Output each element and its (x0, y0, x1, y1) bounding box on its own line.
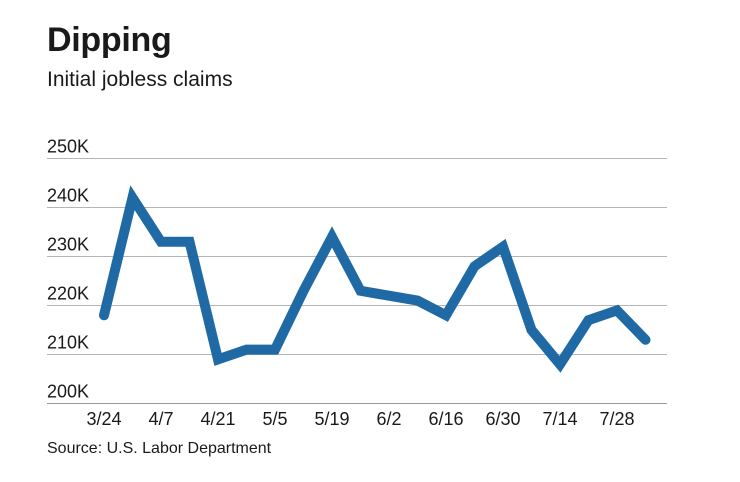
data-point (530, 329, 533, 331)
data-point (188, 240, 191, 243)
data-point (245, 348, 248, 351)
y-tick-label: 210K (47, 333, 89, 353)
data-point (559, 363, 561, 366)
x-tick-label: 4/7 (148, 409, 173, 429)
data-point (473, 265, 476, 268)
x-tick-label: 7/14 (542, 409, 577, 429)
x-tick-label: 6/30 (485, 409, 520, 429)
data-point (502, 245, 504, 248)
x-tick-label: 4/21 (200, 409, 235, 429)
x-tick-label: 5/19 (314, 409, 349, 429)
x-tick-label: 6/2 (376, 409, 401, 429)
data-point (103, 314, 105, 317)
y-tick-label: 250K (47, 137, 89, 157)
data-point (131, 196, 134, 199)
x-axis-ticks: 3/24 4/7 4/21 5/5 5/19 6/2 6/16 6/30 7/14 7/28 (86, 409, 634, 429)
y-tick-label: 220K (47, 284, 89, 304)
data-point (587, 319, 590, 322)
x-tick-label: 3/24 (86, 409, 121, 429)
y-tick-label: 240K (47, 186, 89, 206)
y-tick-label: 230K (47, 235, 89, 255)
series-layer (99, 185, 651, 373)
source-note: Source: U.S. Labor Department (47, 440, 272, 457)
series-line (99, 185, 651, 373)
x-tick-label: 5/5 (262, 409, 287, 429)
data-point (217, 358, 219, 361)
x-tick-label: 6/16 (428, 409, 463, 429)
data-point (302, 289, 305, 292)
data-point (388, 294, 390, 297)
chart-title: Dipping (47, 21, 172, 59)
y-axis-ticks: 200K 210K 220K 230K 240K 250K (47, 137, 89, 402)
data-point (644, 338, 647, 341)
chart-subtitle: Initial jobless claims (47, 68, 233, 91)
data-point (274, 348, 276, 351)
y-tick-label: 200K (47, 382, 89, 402)
data-point (445, 314, 447, 317)
data-point (359, 289, 362, 292)
data-point (331, 235, 333, 238)
data-point (160, 240, 162, 243)
data-point (416, 299, 419, 302)
data-point (616, 309, 618, 312)
x-tick-label: 7/28 (599, 409, 634, 429)
